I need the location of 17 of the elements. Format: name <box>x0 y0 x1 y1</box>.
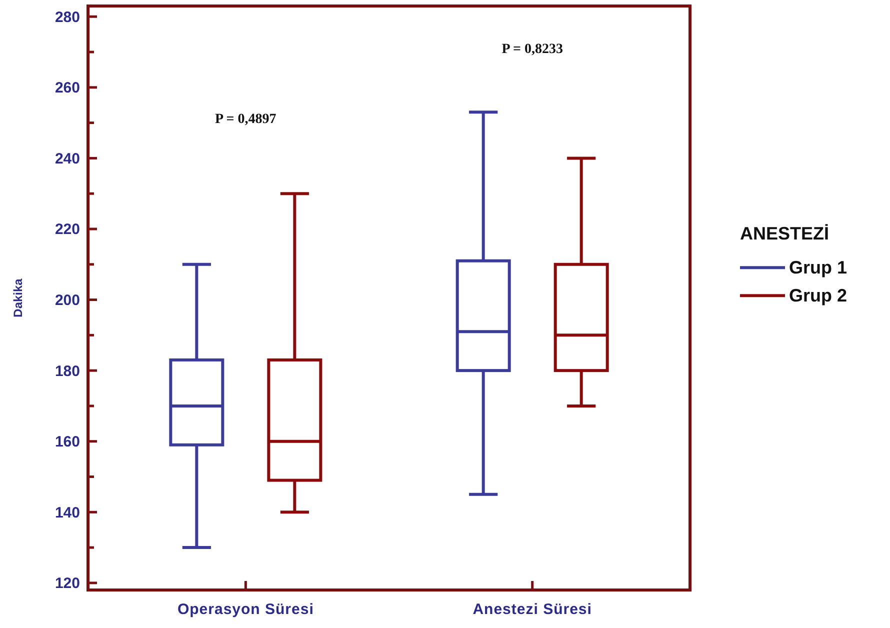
y-tick-label: 240 <box>54 150 80 168</box>
y-tick-label: 260 <box>54 80 80 97</box>
y-tick-label: 120 <box>54 575 80 592</box>
y-axis-title: Dakika <box>11 278 25 318</box>
x-tick-label: Anestezi Süresi <box>472 601 592 618</box>
annotation: P = 0,8233 <box>502 42 563 57</box>
y-tick-label: 280 <box>54 8 80 26</box>
y-tick-label: 140 <box>54 504 80 522</box>
y-tick-label: 220 <box>54 221 80 238</box>
y-tick-label: 200 <box>54 292 80 310</box>
legend-title: ANESTEZİ <box>740 224 830 244</box>
annotation: P = 0,4897 <box>215 112 276 127</box>
y-tick-label: 180 <box>54 362 80 380</box>
x-tick-label: Operasyon Süresi <box>177 601 314 618</box>
y-tick-label: 160 <box>54 434 80 451</box>
legend-label: Grup 2 <box>789 286 848 306</box>
legend-label: Grup 1 <box>789 258 848 278</box>
